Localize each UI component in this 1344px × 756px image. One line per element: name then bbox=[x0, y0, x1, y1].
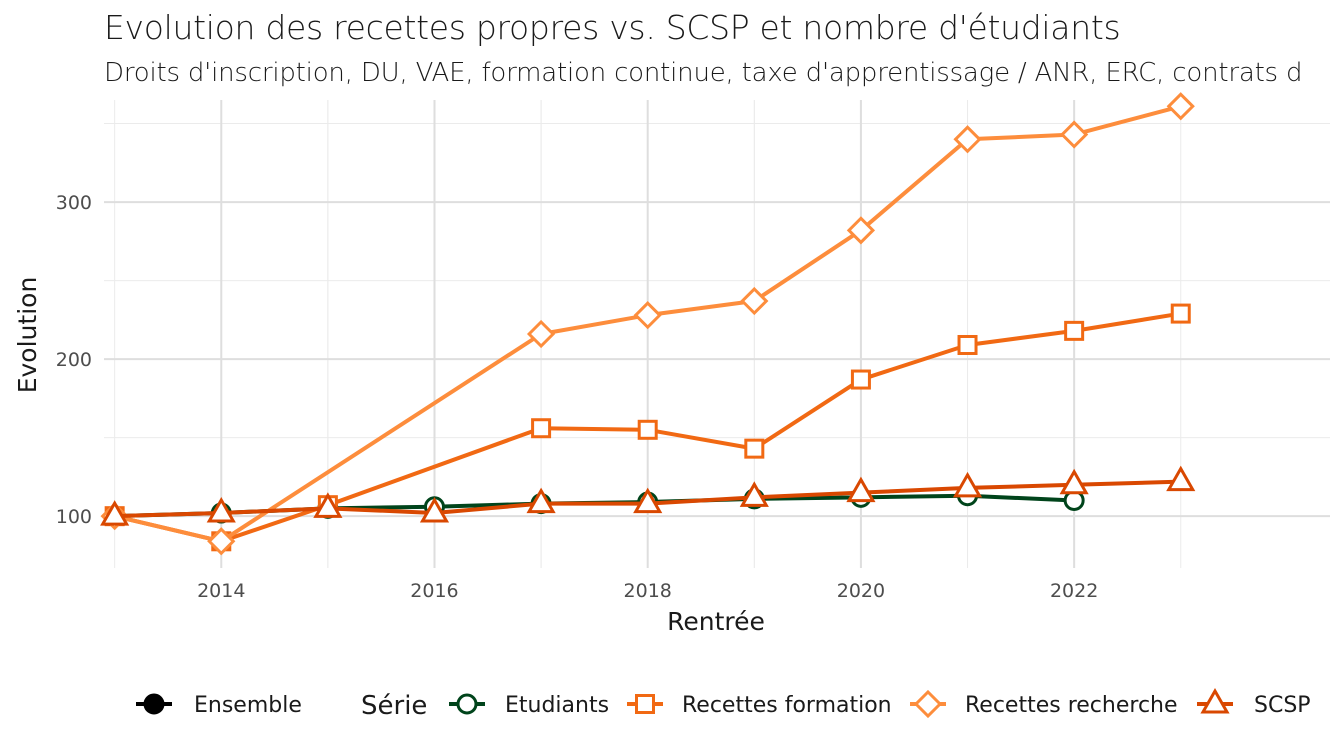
series-scsp bbox=[100, 465, 1196, 526]
data-point-recettes-recherche bbox=[846, 216, 876, 245]
chart-title: Evolution des recettes propres vs. SCSP … bbox=[104, 8, 1121, 47]
data-point-recettes-recherche bbox=[1060, 120, 1089, 149]
data-point-recettes-formation bbox=[850, 369, 871, 390]
x-tick-label: 2022 bbox=[1050, 580, 1098, 602]
legend-key-marker bbox=[1200, 687, 1230, 714]
y-tick-label: 300 bbox=[56, 192, 92, 214]
data-point-recettes-recherche bbox=[526, 319, 556, 349]
x-tick-label: 2014 bbox=[197, 580, 245, 602]
legend-item-recettes-formation: Recettes formation bbox=[627, 693, 892, 718]
data-point-scsp bbox=[100, 500, 130, 526]
legend-label: Etudiants bbox=[505, 693, 609, 718]
data-point-scsp bbox=[526, 487, 556, 514]
data-point-recettes-formation bbox=[531, 418, 552, 439]
legend-key-marker bbox=[456, 693, 478, 715]
data-point-recettes-recherche bbox=[953, 125, 982, 154]
legend-item-scsp: SCSP bbox=[1197, 687, 1311, 718]
legend-item-etudiants: Etudiants bbox=[449, 693, 609, 718]
data-point-recettes-recherche bbox=[207, 527, 236, 556]
data-point-recettes-formation bbox=[1170, 303, 1191, 324]
legend: Série Ensemble Etudiants Recettes formatio… bbox=[136, 687, 1311, 721]
data-point-scsp bbox=[1059, 468, 1089, 495]
data-point-scsp bbox=[633, 487, 663, 514]
legend-item-recettes-recherche: Recettes recherche bbox=[910, 689, 1178, 719]
data-point-scsp bbox=[952, 471, 983, 498]
y-tick-label: 100 bbox=[56, 506, 92, 528]
axis-layer: Rentrée Evolution bbox=[13, 277, 765, 636]
legend-label: Recettes recherche bbox=[965, 693, 1178, 718]
series-line-recettes-formation bbox=[114, 311, 1182, 544]
legend-label: Ensemble bbox=[194, 693, 302, 718]
x-tick-label: 2016 bbox=[410, 580, 458, 602]
legend-key-marker bbox=[913, 689, 943, 719]
series-layer bbox=[100, 92, 1196, 556]
data-point-recettes-recherche bbox=[633, 301, 662, 330]
legend-label: Recettes formation bbox=[682, 693, 892, 718]
legend-label: SCSP bbox=[1254, 693, 1311, 718]
data-point-scsp bbox=[313, 492, 343, 518]
legend-key-marker bbox=[635, 694, 655, 714]
legend-item-ensemble: Ensemble bbox=[136, 693, 302, 718]
data-point-recettes-formation bbox=[637, 419, 658, 440]
data-point-scsp bbox=[846, 476, 876, 503]
data-point-recettes-formation bbox=[957, 334, 978, 355]
data-point-scsp bbox=[1166, 465, 1196, 492]
data-point-recettes-formation bbox=[1064, 320, 1085, 341]
data-point-scsp bbox=[206, 497, 236, 523]
x-tick-label: 2018 bbox=[624, 580, 672, 602]
legend-title: Série bbox=[361, 691, 427, 721]
legend-key-marker bbox=[143, 693, 165, 715]
series-recettes-recherche bbox=[100, 92, 1195, 556]
data-point-recettes-recherche bbox=[1166, 92, 1195, 121]
y-tick-label: 200 bbox=[56, 349, 92, 371]
data-point-scsp bbox=[419, 497, 450, 523]
data-point-recettes-recherche bbox=[740, 286, 769, 316]
chart-subtitle: Droits d'inscription, DU, VAE, formation… bbox=[104, 58, 1303, 88]
data-point-recettes-formation bbox=[744, 438, 765, 459]
x-tick-label: 2020 bbox=[837, 580, 885, 602]
data-point-scsp bbox=[739, 481, 769, 507]
y-axis-title: Evolution bbox=[13, 277, 42, 394]
x-axis-title: Rentrée bbox=[667, 607, 765, 636]
